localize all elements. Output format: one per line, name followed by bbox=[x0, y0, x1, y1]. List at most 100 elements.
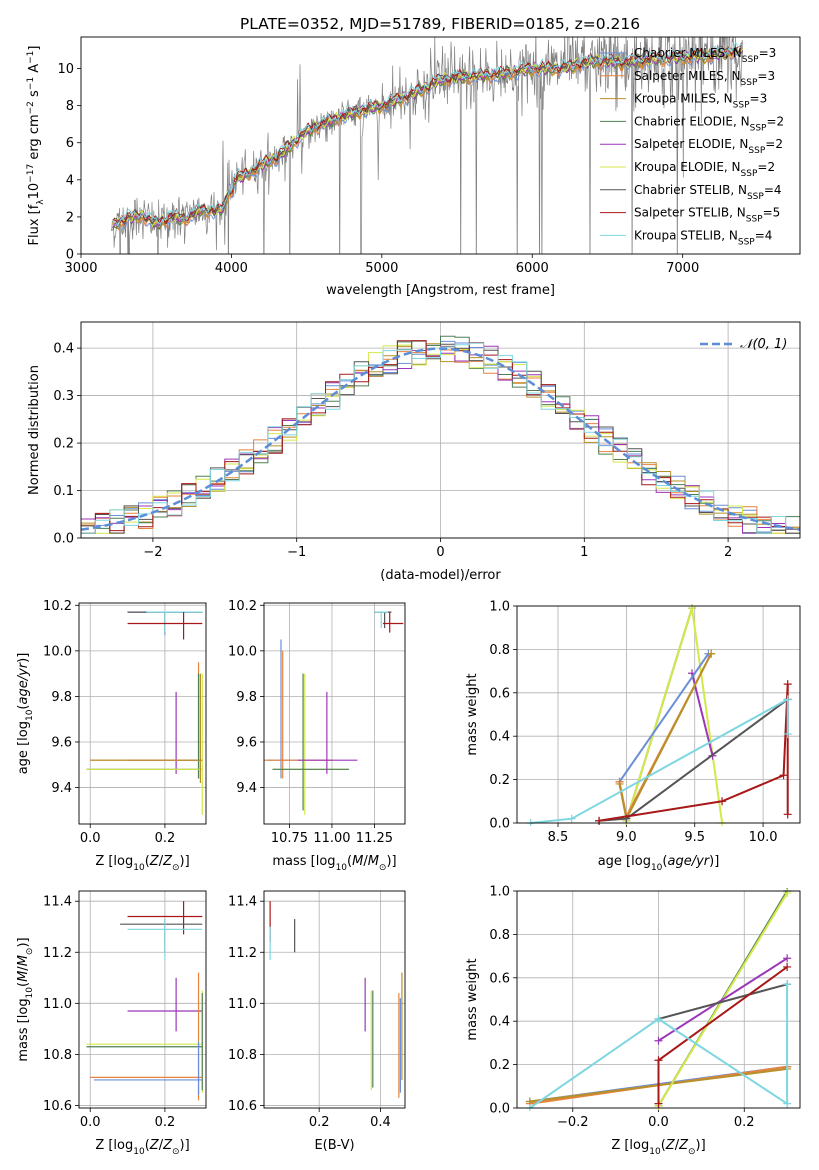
mass-vs-Z-xtick-label: 0.0 bbox=[80, 1115, 101, 1130]
mass-vs-Z-ytick-label: 11.2 bbox=[43, 946, 72, 961]
residuals-histogram bbox=[81, 342, 800, 534]
weight-marker bbox=[783, 980, 792, 989]
weight-vs-age-ylabel: mass weight bbox=[465, 673, 480, 755]
legend-label-5: Kroupa ELODIE, NSSP=2 bbox=[634, 160, 775, 179]
mass-vs-EBV-ytick-label: 11.4 bbox=[228, 895, 257, 910]
weight-vs-age-frame bbox=[516, 605, 801, 824]
spectrum-model-line bbox=[112, 41, 743, 227]
spectrum-ytick-label: 10 bbox=[57, 62, 74, 77]
age-vs-mass-xtick-label: 11.00 bbox=[313, 831, 350, 846]
residuals-xtick-label: −2 bbox=[143, 545, 162, 560]
mass-vs-Z-plot-area bbox=[86, 901, 203, 1101]
age-vs-Z-ytick-label: 10.0 bbox=[43, 644, 72, 659]
age-vs-mass-xtick-label: 10.75 bbox=[271, 831, 308, 846]
mass-vs-EBV-ytick-label: 10.6 bbox=[228, 1099, 257, 1114]
spectrum-xtick-label: 6000 bbox=[516, 261, 549, 276]
weight-vs-Z-xlabel: Z [log10(Z/Z⊙)] bbox=[611, 1138, 705, 1157]
weight-vs-age-xtick-label: 10.0 bbox=[749, 830, 778, 845]
legend-label-2: Kroupa MILES, NSSP=3 bbox=[634, 92, 767, 111]
mass-vs-Z-ytick-label: 10.6 bbox=[43, 1099, 72, 1114]
residuals-ytick-label: 0.1 bbox=[53, 484, 74, 499]
age-vs-mass-ytick-label: 9.8 bbox=[236, 690, 257, 705]
residuals-xlabel: (data-model)/error bbox=[380, 568, 501, 583]
age-vs-Z-ytick-label: 10.2 bbox=[43, 599, 72, 614]
mass-vs-EBV-xlabel: E(B-V) bbox=[314, 1138, 354, 1153]
age-vs-Z-frame bbox=[78, 602, 207, 825]
weight-vs-Z-ytick-label: 0.0 bbox=[489, 1102, 510, 1117]
mass-vs-EBV-ytick-label: 10.8 bbox=[228, 1048, 257, 1063]
spectrum-ytick-label: 6 bbox=[66, 136, 74, 151]
age-vs-mass-frame bbox=[263, 602, 406, 825]
weight-marker bbox=[783, 954, 792, 963]
weight-vs-Z-xtick-label: −0.2 bbox=[557, 1115, 589, 1130]
weight-marker bbox=[654, 1036, 663, 1045]
weight-marker bbox=[567, 814, 576, 823]
spectrum-xtick-label: 7000 bbox=[666, 261, 699, 276]
mass-vs-EBV-ytick-label: 11.2 bbox=[228, 946, 257, 961]
weight-vs-Z-ytick-label: 0.4 bbox=[489, 1015, 510, 1030]
weight-vs-Z-ytick-label: 0.2 bbox=[489, 1058, 510, 1073]
weight-marker bbox=[687, 604, 696, 613]
weight-vs-Z-ytick-label: 0.8 bbox=[489, 928, 510, 943]
legend-label-0: Chabrier MILES, NSSP=3 bbox=[634, 46, 776, 65]
weight-vs-Z-plot-area bbox=[525, 888, 792, 1111]
spectrum-frame bbox=[80, 36, 801, 255]
weight-marker bbox=[707, 649, 716, 658]
weight-marker bbox=[615, 779, 624, 788]
residuals-ytick-label: 0.4 bbox=[53, 342, 74, 357]
weight-line bbox=[618, 653, 712, 820]
weight-vs-Z-frame bbox=[516, 890, 801, 1109]
weight-marker bbox=[654, 1099, 663, 1108]
spectrum-ytick-label: 2 bbox=[66, 210, 74, 225]
normal-legend-label: 𝒩(0, 1) bbox=[740, 337, 787, 352]
weight-vs-Z-xtick-label: 0.0 bbox=[648, 1115, 669, 1130]
residuals-frame bbox=[80, 321, 801, 539]
age-vs-mass-xlabel: mass [log10(M/M⊙)] bbox=[272, 854, 396, 873]
mass-vs-Z-xtick-label: 0.2 bbox=[155, 1115, 176, 1130]
age-vs-Z-ytick-label: 9.8 bbox=[51, 690, 72, 705]
age-vs-Z-ytick-label: 9.4 bbox=[51, 781, 72, 796]
weight-marker bbox=[783, 730, 792, 739]
residuals-plot-area bbox=[81, 335, 800, 534]
age-vs-Z-xtick-label: 0.2 bbox=[155, 831, 176, 846]
spectrum-ytick-label: 0 bbox=[66, 248, 74, 263]
residuals-xtick-label: −1 bbox=[287, 545, 306, 560]
mass-vs-EBV-xtick-label: 0.2 bbox=[309, 1115, 330, 1130]
spectrum-xtick-label: 5000 bbox=[365, 261, 398, 276]
spectrum-ytick-label: 8 bbox=[66, 99, 74, 114]
age-vs-mass-ytick-label: 9.4 bbox=[236, 781, 257, 796]
legend-label-1: Salpeter MILES, NSSP=3 bbox=[634, 69, 775, 88]
spectrum-xtick-label: 4000 bbox=[215, 261, 248, 276]
weight-line bbox=[658, 983, 788, 1020]
weight-vs-Z-xtick-label: 0.2 bbox=[734, 1115, 755, 1130]
age-vs-mass-plot-area bbox=[264, 611, 404, 815]
weight-vs-age-ytick-label: 0.0 bbox=[489, 817, 510, 832]
mass-vs-EBV-ytick-label: 11.0 bbox=[228, 997, 257, 1012]
weight-marker bbox=[779, 771, 788, 780]
weight-marker bbox=[654, 1015, 663, 1024]
weight-vs-age-xtick-label: 9.0 bbox=[616, 830, 637, 845]
mass-vs-EBV-plot-area bbox=[269, 901, 403, 1098]
age-vs-mass-ytick-label: 10.0 bbox=[228, 644, 257, 659]
spectrum-plot-area bbox=[110, 37, 744, 254]
spectrum-xtick-label: 3000 bbox=[64, 261, 97, 276]
spectrum-model-line bbox=[112, 42, 743, 226]
weight-vs-age-xtick-label: 8.5 bbox=[548, 830, 569, 845]
weight-line bbox=[618, 653, 710, 783]
spectrum-xlabel: wavelength [Angstrom, rest frame] bbox=[326, 283, 555, 298]
weight-marker bbox=[595, 816, 604, 825]
mass-vs-EBV-xtick-label: 0.4 bbox=[370, 1115, 391, 1130]
mass-vs-Z-frame bbox=[78, 890, 207, 1109]
age-vs-Z-xlabel: Z [log10(Z/Z⊙)] bbox=[95, 854, 189, 873]
weight-marker bbox=[783, 680, 792, 689]
legend-label-4: Salpeter ELODIE, NSSP=2 bbox=[634, 137, 783, 156]
mass-vs-EBV-frame bbox=[263, 890, 406, 1109]
residuals-xtick-label: 0 bbox=[436, 545, 444, 560]
weight-marker bbox=[783, 889, 792, 898]
mass-vs-Z-xlabel: Z [log10(Z/Z⊙)] bbox=[95, 1138, 189, 1157]
weight-vs-age-plot-area bbox=[526, 604, 792, 826]
weight-vs-Z-ytick-label: 0.6 bbox=[489, 971, 510, 986]
age-vs-mass-xtick-label: 11.25 bbox=[356, 831, 393, 846]
legend-label-3: Chabrier ELODIE, NSSP=2 bbox=[634, 114, 784, 133]
weight-vs-age-ytick-label: 0.8 bbox=[489, 643, 510, 658]
